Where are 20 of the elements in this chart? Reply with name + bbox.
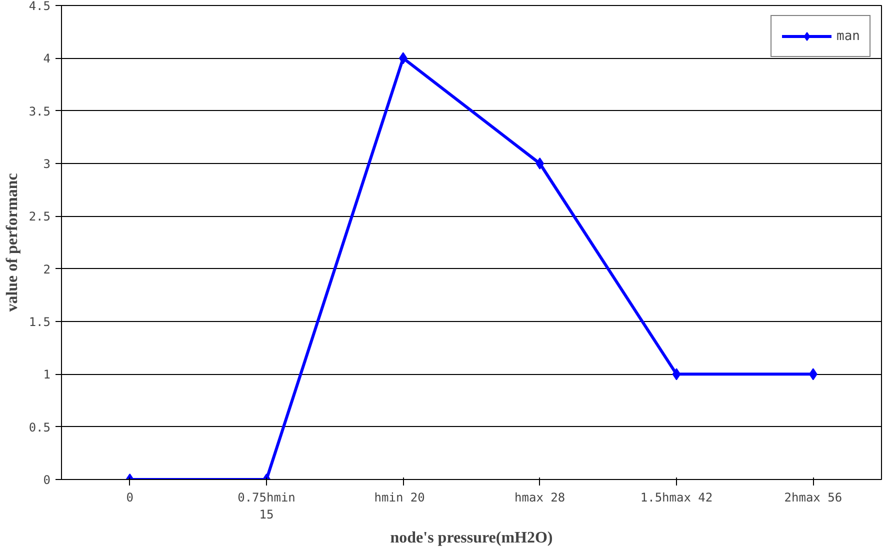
y-tick-label: 2.5 <box>28 210 51 224</box>
x-tick-label: 0.75hmin 15 <box>238 490 296 522</box>
y-tick-label: 3.5 <box>28 104 51 118</box>
y-tick-label: 4.5 <box>28 0 51 13</box>
y-tick-label: 4 <box>43 52 51 66</box>
x-tick-label: 0 <box>126 490 134 504</box>
x-tick-label: 1.5hmax 42 <box>640 490 713 504</box>
y-tick-label: 3 <box>43 157 51 171</box>
y-tick-label: 2 <box>43 262 51 276</box>
legend-label: man <box>836 28 860 44</box>
y-tick-label: 1.5 <box>28 315 51 329</box>
x-tick-label: hmin 20 <box>374 490 425 504</box>
y-tick-label: 1 <box>43 368 51 382</box>
x-tick-label: hmax 28 <box>514 490 566 504</box>
y-axis-title: value of performanc <box>4 173 21 312</box>
point <box>536 158 544 170</box>
x-axis-title: node's pressure(mH2O) <box>390 529 553 546</box>
x-tick-label: 2hmax 56 <box>784 490 842 504</box>
y-tick-label: 0.5 <box>28 420 51 434</box>
y-tick-label: 0 <box>43 473 51 487</box>
